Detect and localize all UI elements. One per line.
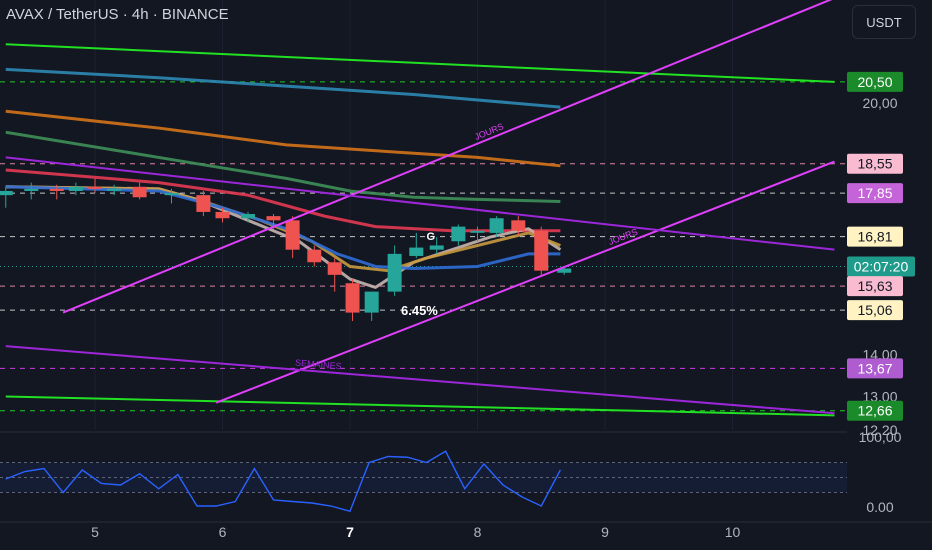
candle-down: [307, 245, 322, 267]
rsi-line: [5, 450, 561, 513]
candle-body: [68, 186, 83, 191]
chart-annotation: G: [427, 231, 436, 243]
candle-body: [557, 268, 572, 273]
price-badge-label: 17,85: [857, 185, 892, 201]
candle-body: [107, 188, 122, 191]
candle-body: [451, 226, 466, 242]
price-badge: [847, 358, 903, 379]
price-badge-label: 16,81: [857, 229, 892, 245]
trend-line-label: SEMAINES: [295, 358, 342, 372]
candle-body: [0, 190, 13, 196]
y-tick-label: 12,20: [862, 422, 897, 438]
candle-up: [409, 232, 424, 259]
candle-body: [511, 220, 526, 231]
candle-down: [215, 207, 230, 223]
candle-up: [68, 182, 83, 196]
trend-line: [5, 395, 835, 417]
price-badge-label: 18,55: [857, 156, 892, 172]
rsi-band: [0, 462, 847, 493]
x-tick-label: 10: [725, 524, 741, 540]
candle-body: [132, 186, 147, 198]
candle-body: [196, 195, 211, 212]
candle-body: [345, 283, 360, 313]
price-badge: [847, 300, 903, 321]
candle-down: [327, 258, 342, 292]
candle-up: [164, 188, 179, 204]
price-badge: [847, 153, 903, 174]
candle-body: [307, 249, 322, 263]
price-badge-label: 12,66: [857, 403, 892, 419]
price-badge-label: 13,67: [857, 360, 892, 376]
y-tick-label: 13,00: [862, 388, 897, 404]
price-badge-label: 20,50: [857, 74, 892, 90]
candle-body: [88, 186, 102, 189]
candle-down: [49, 184, 64, 200]
candle-up: [470, 226, 485, 242]
candle-body: [285, 220, 300, 250]
x-tick-label: 7: [346, 524, 354, 540]
price-badge: [847, 400, 903, 421]
moving-average-line: [5, 67, 561, 109]
x-tick-label: 8: [474, 524, 482, 540]
moving-average-line: [5, 130, 561, 203]
candle-up: [107, 184, 122, 196]
moving-average-line: [5, 168, 561, 233]
candle-down: [345, 279, 360, 321]
candle-up: [24, 182, 39, 200]
price-badge-label: 02:07:20: [854, 258, 909, 274]
candle-body: [49, 188, 64, 191]
candle-body: [429, 245, 444, 250]
candle-up: [451, 224, 466, 246]
candle-body: [489, 218, 504, 233]
price-badge-label: 15,63: [857, 278, 892, 294]
candle-body: [534, 230, 549, 271]
trend-line: [5, 43, 835, 83]
candle-down: [511, 216, 526, 235]
candle-body: [266, 216, 281, 221]
candle-body: [409, 247, 424, 256]
moving-average-line: [5, 109, 561, 168]
candle-body: [364, 291, 379, 313]
y-tick-label: 20,00: [862, 95, 897, 111]
candle-down: [88, 178, 102, 194]
x-tick-label: 5: [91, 524, 99, 540]
trend-line: [5, 345, 835, 415]
trend-line: [62, 0, 833, 314]
price-badge: [847, 226, 903, 247]
candle-body: [24, 188, 39, 191]
x-tick-label: 9: [601, 524, 609, 540]
candle-down: [534, 226, 549, 275]
price-badge: [847, 276, 903, 297]
candle-up: [489, 216, 504, 238]
candle-up: [387, 245, 402, 296]
currency-button[interactable]: USDT: [852, 5, 916, 39]
candle-up: [364, 291, 379, 321]
trend-line: [215, 160, 835, 404]
candle-body: [327, 262, 342, 275]
candle-up: [241, 211, 255, 223]
candle-body: [387, 253, 402, 292]
moving-average-line: [5, 185, 561, 271]
candle-body: [470, 230, 485, 233]
candle-up: [429, 237, 444, 254]
rsi-tick-label: 0.00: [866, 499, 893, 515]
price-badge: [847, 256, 915, 277]
candle-down: [196, 190, 211, 217]
candle-down: [132, 182, 147, 200]
candle-up: [0, 186, 13, 208]
candle-body: [164, 193, 179, 196]
candle-down: [285, 216, 300, 259]
rsi-tick-label: 100,00: [859, 429, 902, 445]
candle-body: [215, 211, 230, 219]
price-badge: [847, 71, 903, 92]
x-tick-label: 6: [219, 524, 227, 540]
price-badge-label: 15,06: [857, 302, 892, 318]
trend-line: [5, 156, 835, 251]
chart-annotation: 6.45%: [401, 303, 438, 318]
chart-title: AVAX / TetherUS · 4h · BINANCE: [6, 6, 229, 23]
candle-body: [241, 214, 255, 219]
price-badge: [847, 183, 903, 204]
